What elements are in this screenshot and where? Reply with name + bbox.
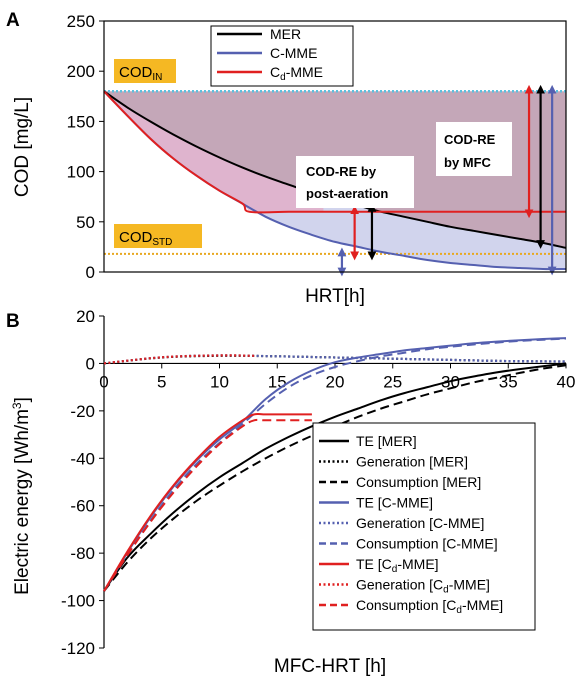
legend-entry: TE [C-MME] — [356, 495, 433, 511]
y-axis-ticks: 0 50 100 150 200 250 — [67, 12, 104, 282]
legend-b — [312, 422, 536, 631]
x-tick-label: 0 — [99, 372, 108, 391]
annotation-mfc-line1: COD-RE — [444, 132, 496, 147]
series-line-0 — [103, 362, 567, 592]
y-tick-label: 200 — [67, 62, 95, 81]
legend-entry: TE [MER] — [356, 433, 417, 449]
legend-entry: Generation [C-MME] — [356, 515, 484, 531]
x-axis-label-a: HRT[h] — [305, 286, 365, 307]
y-tick-label: -100 — [61, 592, 95, 611]
legend-entry: Consumption [MER] — [356, 474, 481, 490]
cod-in-badge — [114, 59, 176, 83]
y-tick-label: -60 — [70, 497, 95, 516]
y-tick-label: 50 — [76, 213, 95, 232]
series-line-4 — [103, 354, 567, 365]
x-tick-label: 20 — [326, 372, 345, 391]
y-tick-label: 150 — [67, 112, 95, 131]
y-tick-label: -120 — [61, 639, 95, 658]
panel-a: A 0 50 100 150 200 250 CODIN CODSTD COD-RE by… — [6, 10, 567, 307]
series-line-7 — [103, 354, 255, 365]
series-line-6 — [103, 412, 312, 592]
annotation-mfc-line2: by MFC — [444, 155, 492, 170]
panel-label-a: A — [6, 10, 20, 31]
cod-in-label: CODIN — [119, 64, 162, 83]
cod-re-arrows — [337, 84, 557, 277]
y-tick-label: 0 — [86, 263, 95, 282]
legend-b-entries: TE [MER] Generation [MER] Consumption [MER… — [319, 433, 503, 616]
y-axis-ticks: 20 0 -20 -40 -60 -80 -100 -120 — [61, 307, 104, 658]
x-tick-label: 10 — [210, 372, 229, 391]
x-tick-label: 25 — [383, 372, 402, 391]
area-mer-to-cmme — [104, 91, 566, 269]
x-axis-ticks: 0 5 10 15 20 25 30 35 40 — [99, 363, 575, 391]
y-tick-label: 20 — [76, 307, 95, 326]
x-tick-label: 5 — [157, 372, 166, 391]
annotation-post-aeration-line2: post-aeration — [306, 186, 388, 201]
panel-b: B 0 5 10 15 20 25 30 35 40 200-20-40-60-80-100-1… — [6, 307, 575, 677]
y-axis-label-b: Electric energy [Wh/m3] — [10, 397, 33, 595]
y-tick-label: 100 — [67, 163, 95, 182]
series-line-5 — [103, 337, 567, 592]
legend-a-entries: MER C-MME Cd-MME — [217, 26, 323, 83]
legend-entry: MER — [270, 26, 301, 42]
y-tick-label: 250 — [67, 12, 95, 31]
annotation-box-post-aeration — [296, 156, 414, 208]
x-tick-label: 40 — [557, 372, 576, 391]
legend-entry: Consumption [Cd-MME] — [356, 597, 503, 616]
legend-entry: C-MME — [270, 45, 317, 61]
legend-entry: Generation [Cd-MME] — [356, 577, 490, 596]
area-mer-to-cdmme — [104, 91, 324, 212]
legend-entry: Generation [MER] — [356, 454, 468, 470]
annotation-post-aeration-line1: COD-RE by — [306, 164, 377, 179]
x-tick-label: 15 — [268, 372, 287, 391]
legend-a — [210, 25, 354, 87]
panel-label-b: B — [6, 311, 20, 332]
cod-std-label: CODSTD — [119, 229, 172, 248]
y-tick-label: -20 — [70, 402, 95, 421]
y-tick-label: -80 — [70, 544, 95, 563]
annotation-box-mfc — [436, 122, 512, 176]
cod-std-badge — [114, 224, 202, 248]
x-axis-label-b: MFC-HRT [h] — [274, 656, 386, 677]
series-line-2 — [103, 90, 566, 214]
series-line-8 — [103, 418, 312, 592]
legend-entry: Consumption [C-MME] — [356, 536, 498, 552]
plot-frame — [103, 20, 567, 273]
y-tick-label: -40 — [70, 449, 95, 468]
y-axis-label-a: COD [mg/L] — [12, 97, 33, 197]
legend-entry: TE [Cd-MME] — [356, 556, 439, 575]
y-tick-label: 0 — [86, 354, 95, 373]
legend-entry: Cd-MME — [270, 64, 323, 83]
